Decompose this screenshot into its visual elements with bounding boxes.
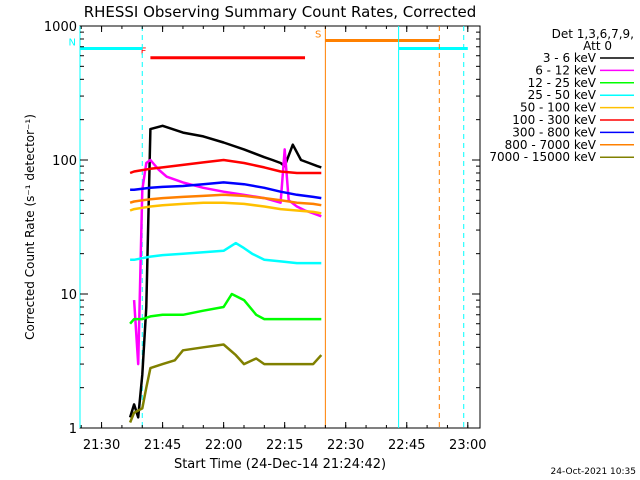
flag-label-0: F bbox=[141, 47, 147, 58]
vertical-markers bbox=[79, 26, 465, 428]
legend-label-6: 300 - 800 keV bbox=[512, 125, 596, 139]
footer-date: 24-Oct-2021 10:35 bbox=[551, 467, 636, 477]
series-line-7 bbox=[129, 193, 322, 207]
x-tick-label-0: 21:30 bbox=[83, 438, 120, 453]
legend-label-3: 25 - 50 keV bbox=[528, 88, 597, 102]
flag-bars: F N S bbox=[69, 29, 468, 60]
legend-label-4: 50 - 100 keV bbox=[520, 101, 597, 115]
flag-label-2: S bbox=[315, 29, 321, 40]
series-line-0 bbox=[128, 124, 322, 419]
series-layer bbox=[128, 124, 323, 423]
x-tick-label-4: 22:30 bbox=[327, 438, 364, 453]
legend-label-2: 12 - 25 keV bbox=[528, 76, 597, 90]
series-line-4 bbox=[129, 201, 322, 215]
flag-label-1: N bbox=[69, 37, 76, 48]
y-tick-label-2: 100 bbox=[52, 154, 77, 169]
chart-title: RHESSI Observing Summary Count Rates, Co… bbox=[84, 3, 477, 21]
x-tick-label-3: 22:15 bbox=[266, 438, 303, 453]
legend-label-5: 100 - 300 keV bbox=[512, 113, 596, 127]
series-line-2 bbox=[129, 292, 322, 325]
legend-label-1: 6 - 12 keV bbox=[535, 63, 597, 77]
x-tick-label-6: 23:00 bbox=[449, 438, 486, 453]
series-line-8 bbox=[128, 343, 323, 423]
legend-label-8: 7000 - 15000 keV bbox=[489, 150, 596, 164]
y-tick-label-3: 1000 bbox=[44, 20, 77, 35]
x-tick-label-5: 22:45 bbox=[388, 438, 425, 453]
plot-frame bbox=[79, 25, 481, 429]
x-axis-label: Start Time (24-Dec-14 21:24:42) bbox=[174, 457, 386, 472]
x-axis: 21:30 21:45 22:00 22:15 22:30 22:45 23:00 bbox=[80, 26, 487, 453]
series-line-6 bbox=[130, 181, 322, 200]
y-tick-label-0: 1 bbox=[69, 422, 77, 437]
legend-label-0: 3 - 6 keV bbox=[543, 51, 597, 65]
series-line-1 bbox=[132, 148, 322, 366]
legend-header-line2: Att 0 bbox=[583, 39, 612, 53]
x-tick-label-2: 22:00 bbox=[205, 438, 242, 453]
y-axis: 1 10 100 1000 bbox=[44, 20, 480, 437]
y-axis-label: Corrected Count Rate (s⁻¹ detector⁻¹) bbox=[23, 114, 37, 340]
legend-header-line1: Det 1,3,6,7,9, bbox=[552, 27, 634, 41]
series-line-5 bbox=[129, 158, 322, 175]
y-tick-label-1: 10 bbox=[60, 288, 77, 303]
legend-label-7: 800 - 7000 keV bbox=[505, 138, 597, 152]
x-tick-label-1: 21:45 bbox=[144, 438, 181, 453]
series-line-3 bbox=[130, 241, 322, 265]
